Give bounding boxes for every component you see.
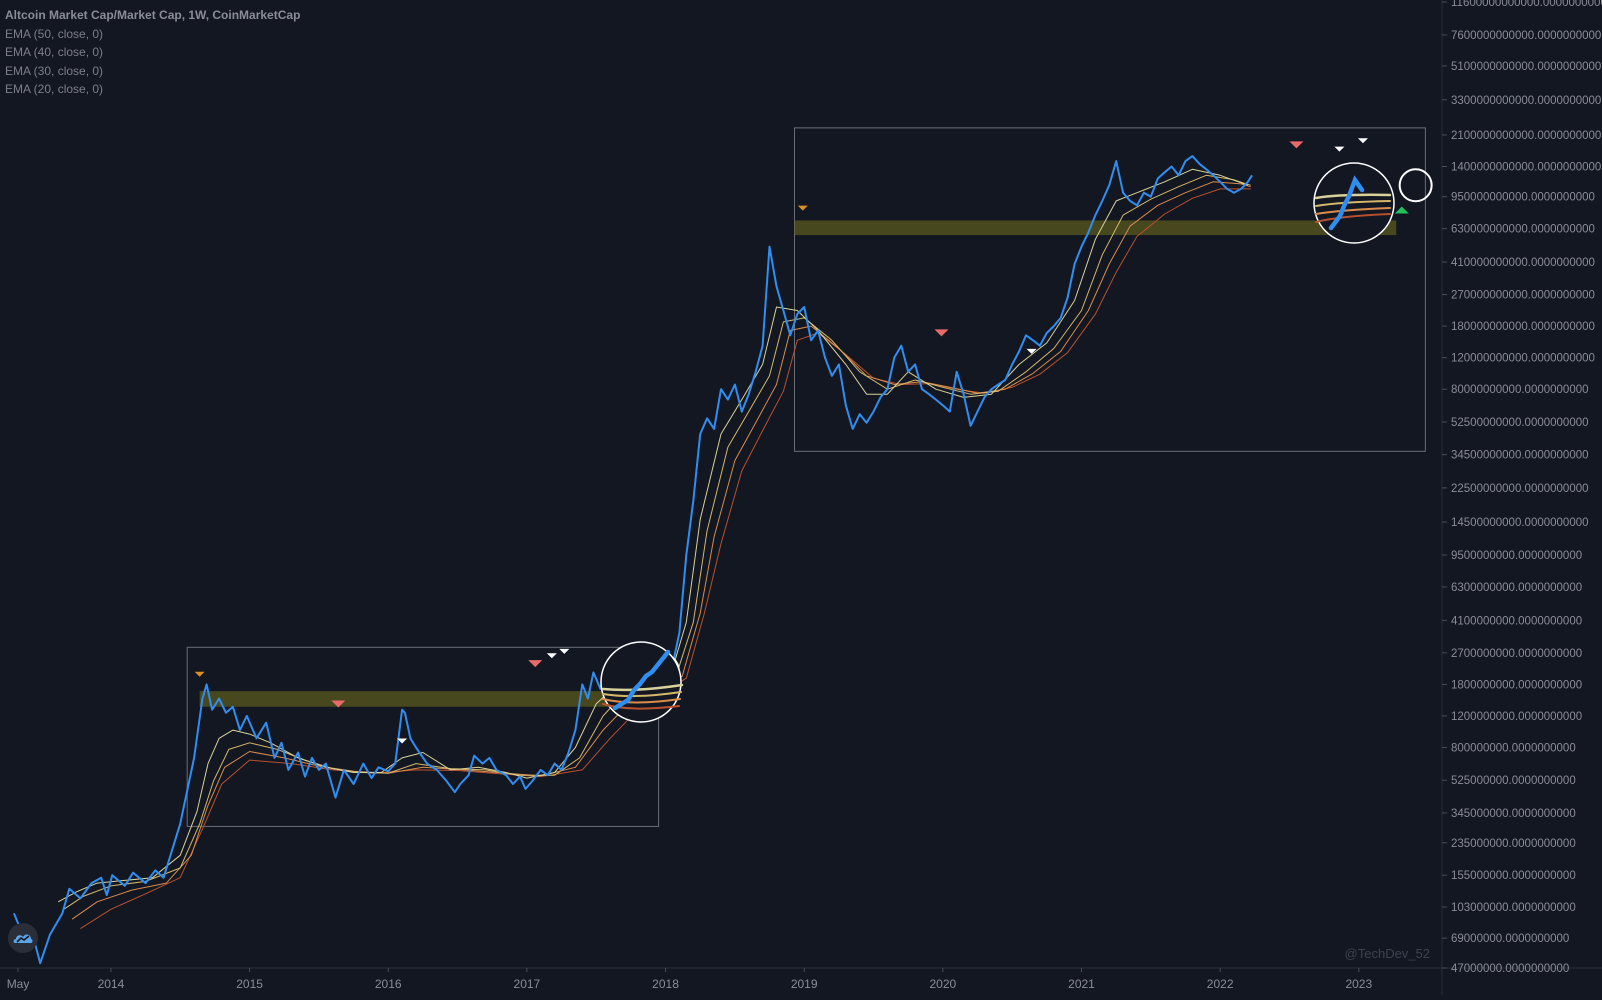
y-tick-label: 235000000.0000000000 — [1451, 838, 1576, 850]
zoom-price-line — [1328, 175, 1365, 231]
support-bands — [199, 220, 1397, 707]
y-tick-label: 5100000000000.0000000000 — [1451, 61, 1601, 73]
zoom-ema50-line — [602, 703, 680, 710]
y-tick-label: 345000000.0000000000 — [1451, 808, 1576, 820]
x-tick-label: 2021 — [1068, 977, 1095, 991]
y-tick-label: 6300000000.0000000000 — [1451, 582, 1582, 594]
x-tick-label: 2023 — [1345, 977, 1372, 991]
sell-marker-icon — [797, 205, 808, 211]
zoom-ema40-line — [602, 698, 681, 704]
sell-marker-icon — [528, 660, 543, 668]
legend-indicator-ema50[interactable]: EMA (50, close, 0) — [5, 26, 104, 41]
x-tick-label: 2022 — [1207, 977, 1234, 991]
y-tick-label: 630000000000.0000000000 — [1451, 224, 1595, 236]
legend-indicator-ema40[interactable]: EMA (40, close, 0) — [5, 45, 104, 59]
x-tick-label: 2016 — [375, 977, 402, 991]
ema40-line[interactable] — [71, 181, 1251, 920]
x-tick-label: 2014 — [98, 977, 125, 991]
buy-marker-icon — [1394, 206, 1409, 214]
author-watermark: @TechDev_52 — [1344, 946, 1430, 961]
sell-marker-icon — [1289, 141, 1304, 149]
y-tick-label: 270000000000.0000000000 — [1451, 290, 1595, 302]
zoom-price-line — [612, 649, 671, 711]
sell-marker-icon — [934, 329, 949, 337]
sell-marker-icon — [1357, 138, 1368, 144]
y-tick-label: 2700000000.0000000000 — [1451, 648, 1582, 660]
x-axis: May 2014 2015 2016 2017 2018 2019 2020 2021 2022 2… — [7, 968, 1372, 991]
y-axis: 11600000000000.0000000000 7600000000000.0… — [1442, 0, 1602, 975]
y-tick-label: 22500000000.0000000000 — [1451, 483, 1589, 495]
y-tick-label: 1200000000.0000000000 — [1451, 711, 1582, 723]
y-tick-label: 1800000000.0000000000 — [1451, 679, 1582, 691]
highlight-circle[interactable] — [1398, 168, 1433, 203]
y-tick-label: 7600000000000.0000000000 — [1451, 30, 1601, 42]
zoom-callouts — [600, 162, 1395, 723]
sell-marker-icon — [397, 738, 408, 744]
range-box[interactable] — [793, 127, 1426, 452]
tradingview-logo-icon[interactable] — [8, 923, 38, 953]
x-tick-label: 2017 — [514, 977, 541, 991]
range-box[interactable] — [186, 646, 660, 827]
y-tick-label: 525000000.0000000000 — [1451, 775, 1576, 787]
y-tick-label: 155000000.0000000000 — [1451, 870, 1576, 882]
y-tick-label: 11600000000000.0000000000 — [1451, 0, 1602, 9]
sell-marker-icon — [559, 648, 570, 654]
y-tick-label: 52500000000.0000000000 — [1451, 417, 1589, 429]
y-tick-label: 14500000000.0000000000 — [1451, 517, 1589, 529]
chart-legend: Altcoin Market Cap/Market Cap, 1W, CoinM… — [5, 6, 300, 99]
ema20-line[interactable] — [57, 168, 1249, 903]
ema30-line[interactable] — [63, 174, 1251, 910]
series-layer — [12, 155, 1253, 965]
sell-marker-icon — [1026, 348, 1037, 354]
ema50-line[interactable] — [80, 188, 1251, 930]
support-band[interactable] — [199, 691, 655, 707]
y-tick-label: 800000000.0000000000 — [1451, 742, 1576, 754]
y-tick-label: 80000000000.0000000000 — [1451, 384, 1589, 396]
zoom-ema40-line — [1315, 207, 1391, 215]
range-boxes — [186, 127, 1426, 827]
zoom-ema20-line — [1314, 193, 1392, 200]
legend-title[interactable]: Altcoin Market Cap/Market Cap, 1W, CoinM… — [5, 8, 301, 22]
zoom-callout[interactable] — [600, 641, 684, 723]
legend-indicator-ema30[interactable]: EMA (30, close, 0) — [5, 63, 104, 78]
y-tick-label: 120000000000.0000000000 — [1451, 353, 1595, 365]
y-tick-label: 4100000000.0000000000 — [1451, 615, 1582, 627]
sell-marker-icon — [331, 700, 346, 708]
y-tick-label: 2100000000000.0000000000 — [1451, 130, 1601, 142]
sell-marker-icon — [194, 671, 205, 677]
y-tick-label: 34500000000.0000000000 — [1451, 450, 1589, 462]
zoom-ema50-line — [1315, 213, 1391, 223]
zoom-ema30-line — [602, 691, 682, 698]
y-tick-label: 180000000000.0000000000 — [1451, 321, 1595, 333]
y-tick-label: 69000000.0000000000 — [1451, 933, 1569, 945]
y-tick-label: 410000000000.0000000000 — [1451, 257, 1595, 269]
x-tick-label: 2019 — [791, 977, 818, 991]
x-tick-label: 2018 — [652, 977, 679, 991]
y-tick-label: 950000000000.0000000000 — [1451, 192, 1595, 204]
legend-indicator-ema20[interactable]: EMA (20, close, 0) — [5, 82, 104, 96]
cloud-chart-icon — [13, 934, 33, 943]
y-tick-label: 1400000000000.0000000000 — [1451, 162, 1601, 174]
zoom-callout[interactable] — [1313, 162, 1395, 244]
y-tick-label: 47000000.0000000000 — [1451, 963, 1569, 975]
x-tick-label: 2015 — [236, 977, 263, 991]
y-tick-label: 3300000000000.0000000000 — [1451, 95, 1601, 107]
support-band[interactable] — [794, 220, 1397, 236]
x-tick-label: 2020 — [929, 977, 956, 991]
y-tick-label: 9500000000.0000000000 — [1451, 550, 1582, 562]
y-tick-label: 103000000.0000000000 — [1451, 902, 1576, 914]
sell-marker-icon — [1334, 146, 1345, 152]
x-tick-label: May — [7, 977, 30, 991]
sell-marker-icon — [546, 653, 557, 659]
price-line[interactable] — [12, 155, 1253, 965]
zoom-ema20-line — [601, 683, 684, 692]
